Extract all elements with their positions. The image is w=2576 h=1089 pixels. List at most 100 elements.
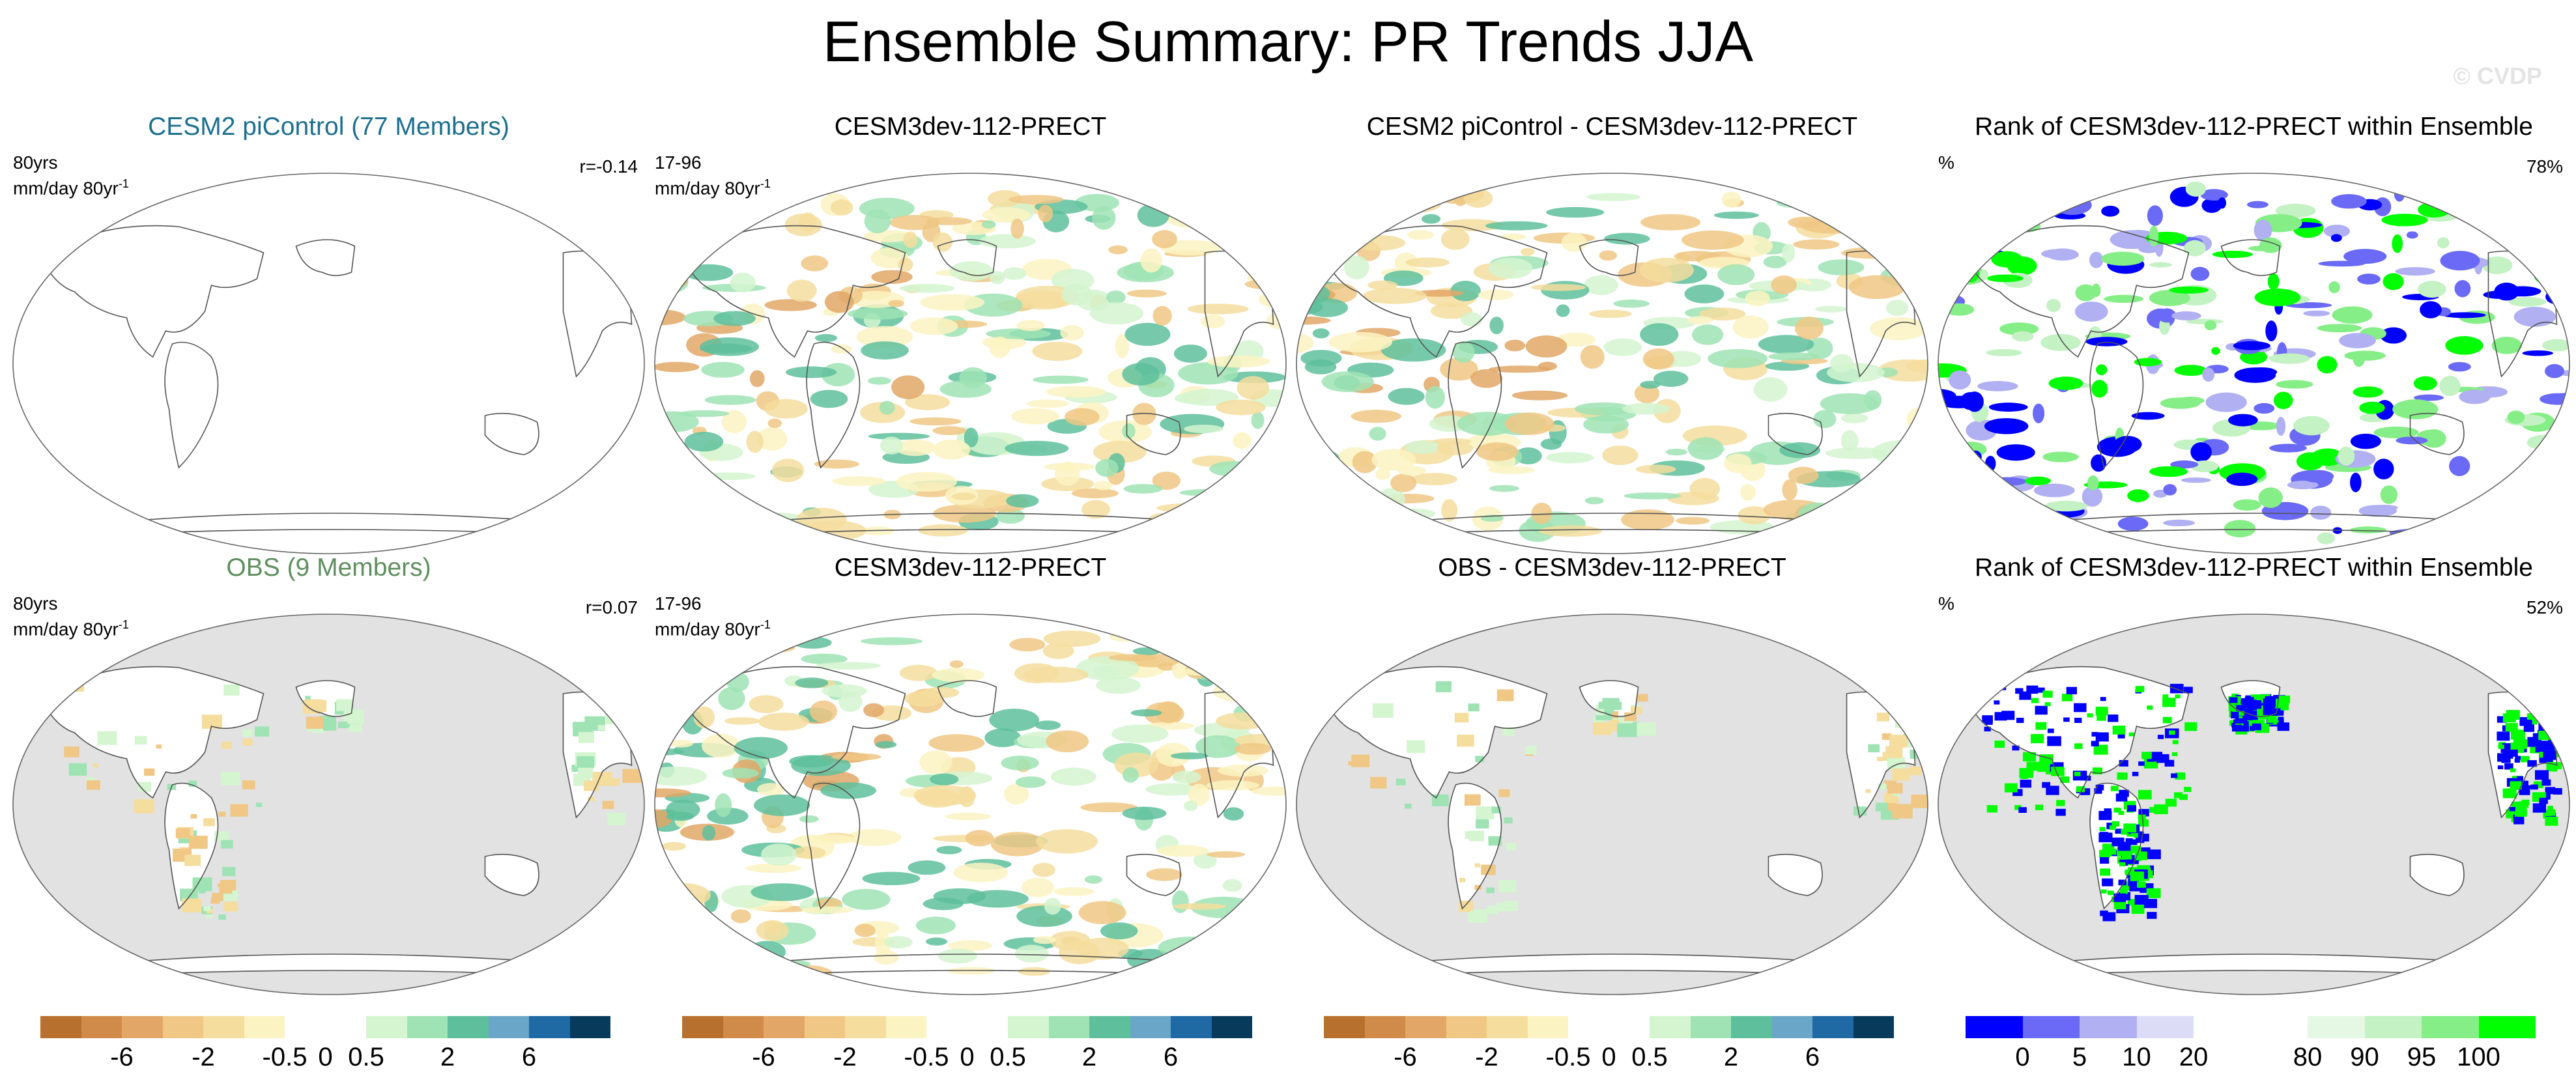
trend-blob: [745, 863, 802, 873]
trend-blob: [1156, 845, 1209, 857]
rank-blob: [2183, 240, 2206, 257]
colorbar-tick-label: 5: [2072, 1043, 2087, 1071]
trend-blob: [1251, 411, 1265, 429]
rank-cell: [2047, 728, 2054, 733]
rank-blob: [1986, 348, 2022, 356]
rank-cell: [2545, 816, 2558, 826]
rank-cell: [2508, 749, 2518, 757]
trend-blob: [1043, 630, 1101, 647]
trend-blob: [655, 904, 713, 927]
trend-blob: [717, 963, 760, 973]
colorbar-box: [1487, 1016, 1528, 1038]
colorbar-tick-label: 2: [1081, 1043, 1097, 1071]
rank-cell: [2500, 748, 2508, 753]
map-panel-p3: CESM2 piControl - CESM3dev-112-PRECT: [1291, 113, 1933, 559]
colorbar-box: [162, 1016, 203, 1038]
trend-cell: [1348, 761, 1354, 766]
trend-blob: [1504, 339, 1526, 352]
colorbar-tick-label: -0.5: [262, 1043, 308, 1071]
trend-blob: [1758, 335, 1814, 354]
trend-blob: [1710, 520, 1775, 535]
rank-cell: [2240, 699, 2248, 704]
trend-blob: [1152, 230, 1177, 249]
trend-blob: [1771, 275, 1797, 294]
trend-cell: [93, 763, 98, 768]
trend-blob: [1298, 511, 1354, 525]
rank-blob: [2317, 356, 2338, 374]
trend-blob: [847, 828, 902, 847]
rank-blob: [2344, 350, 2386, 361]
trend-cell: [189, 836, 208, 849]
rank-cell: [2100, 889, 2107, 894]
rank-cell: [2042, 782, 2050, 788]
trend-blob: [1390, 194, 1442, 213]
map-panel-p5: OBS (9 Members) 80yrs mm/day 80yr-1 r=0.07: [8, 554, 650, 1000]
rank-blob: [1986, 274, 2024, 283]
trend-blob: [1302, 203, 1359, 220]
colorbar-boxes: [682, 1016, 1252, 1038]
panel-label-units: mm/day 80yr-1: [655, 614, 771, 640]
trend-blob: [913, 785, 977, 806]
trend-blob: [810, 389, 848, 408]
trend-cell: [221, 840, 233, 849]
rank-blob: [2254, 403, 2275, 414]
trend-blob: [883, 936, 913, 949]
colorbar-box: [682, 1016, 723, 1038]
trend-cell: [1468, 703, 1480, 712]
rank-blob: [2357, 274, 2381, 285]
rank-blob: [2534, 268, 2556, 284]
trend-blob: [721, 410, 747, 434]
trend-blob: [1005, 440, 1069, 457]
rank-blob: [2074, 302, 2108, 322]
trend-blob: [928, 734, 985, 752]
colorbar-tick-label: -2: [192, 1043, 215, 1071]
rank-blob: [2317, 324, 2362, 333]
trend-cell: [348, 714, 360, 722]
trend-blob: [1371, 449, 1416, 471]
trend-blob: [1076, 656, 1139, 681]
trend-cell: [1459, 877, 1466, 883]
trend-cell: [192, 877, 212, 892]
rank-blob: [2522, 350, 2554, 356]
rank-cell: [2020, 780, 2032, 788]
rank-blob: [2134, 358, 2162, 367]
trend-blob: [979, 234, 1036, 249]
trend-cell: [577, 756, 594, 769]
panel-title: CESM2 piControl - CESM3dev-112-PRECT: [1366, 113, 1858, 141]
trend-blob: [1841, 247, 1901, 259]
colorbar-tick-label: -6: [110, 1043, 134, 1071]
rank-blob: [2542, 339, 2569, 352]
rank-cell: [2141, 752, 2152, 759]
trend-blob: [1485, 221, 1548, 231]
trend-cell: [68, 763, 87, 776]
rank-cell: [2157, 735, 2164, 739]
trend-blob: [1440, 229, 1470, 250]
rank-cell: [2535, 746, 2543, 753]
trend-blob: [990, 832, 1044, 856]
colorbar-box: [1731, 1016, 1772, 1038]
coastline: [484, 853, 539, 896]
rank-blob: [2040, 333, 2081, 351]
trend-blob: [702, 825, 716, 841]
rank-blob: [2373, 426, 2419, 438]
rank-blob: [1984, 498, 2019, 505]
trend-cell: [242, 729, 253, 737]
rank-blob: [2418, 281, 2446, 298]
rank-blob: [2226, 472, 2258, 487]
trend-cell: [1481, 864, 1496, 875]
panel-title: Rank of CESM3dev-112-PRECT within Ensemb…: [1975, 113, 2533, 141]
trend-blob: [1870, 512, 1928, 537]
colorbar-box: [1966, 1016, 2023, 1038]
trend-cell: [205, 912, 214, 918]
coastline: [1579, 239, 1639, 276]
colorbar-trend-3: -6 -2 -0.5 0 0.5 2 6: [1324, 1016, 1894, 1075]
trend-blob: [1234, 742, 1272, 755]
trend-blob: [1603, 338, 1642, 356]
trend-blob: [722, 768, 759, 779]
trend-blob: [1721, 191, 1741, 208]
trend-blob: [1152, 305, 1172, 326]
trend-blob: [1441, 499, 1458, 522]
panel-units: mm/day 80yr: [655, 619, 760, 640]
colorbar-tick-label: 0: [318, 1043, 333, 1071]
trend-blob: [1640, 214, 1701, 231]
